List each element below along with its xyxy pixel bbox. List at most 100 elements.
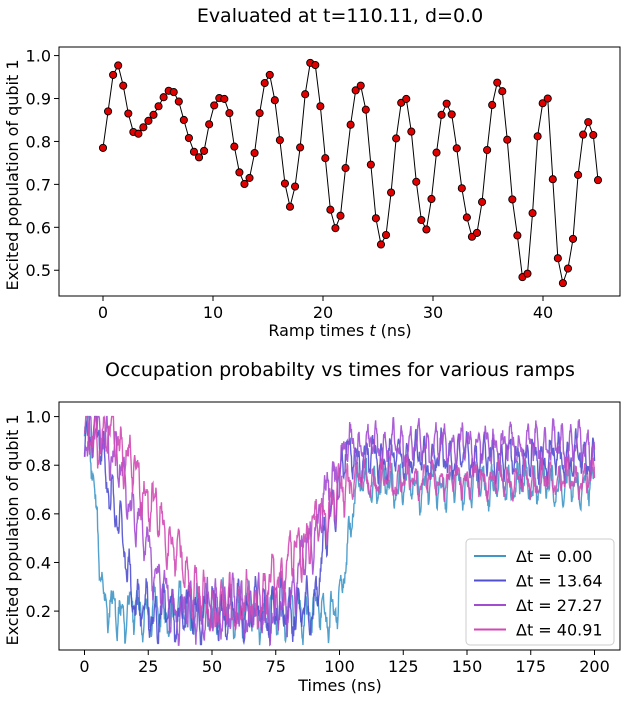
data-point — [407, 127, 416, 136]
data-point — [432, 148, 441, 157]
chart-2: Occupation probabilty vs times for vario… — [3, 359, 621, 695]
y-tick-label: 0.4 — [26, 553, 51, 572]
y-tick-label: 0.2 — [26, 602, 51, 621]
data-point — [366, 160, 375, 169]
x-tick-label: 0 — [79, 657, 89, 676]
x-tick-label: 20 — [313, 303, 333, 322]
data-point — [483, 145, 492, 155]
x-tick-label: 30 — [423, 303, 443, 322]
y-tick-label: 0.6 — [26, 218, 51, 237]
x-tick-label: 0 — [98, 303, 108, 322]
y-tick-label: 1.0 — [26, 408, 51, 427]
data-point — [402, 94, 411, 103]
data-point — [563, 264, 573, 273]
y-tick-label: 0.7 — [26, 175, 51, 194]
x-tick-label: 75 — [266, 657, 286, 676]
data-point — [417, 215, 426, 225]
data-point — [260, 79, 269, 88]
data-point — [154, 102, 163, 111]
data-point — [478, 197, 487, 207]
data-point — [189, 147, 199, 156]
data-point — [255, 109, 264, 118]
data-point — [104, 107, 113, 116]
data-point — [568, 234, 578, 243]
data-point — [139, 123, 148, 132]
data-point — [558, 279, 567, 288]
data-point — [119, 81, 128, 90]
data-point — [250, 148, 259, 158]
data-point — [346, 120, 355, 129]
data-point — [159, 93, 168, 102]
data-point — [184, 133, 193, 143]
legend-label: Δt = 0.00 — [516, 547, 592, 566]
x-tick-label: 10 — [203, 303, 223, 322]
data-point — [351, 86, 360, 95]
data-point — [508, 195, 517, 204]
data-point — [285, 202, 295, 211]
chart-2-y-axis-label: Excited population of qubit 1 — [3, 414, 22, 645]
legend-box — [465, 538, 615, 646]
chart-2-plot-area — [83, 415, 596, 647]
data-point — [543, 94, 552, 103]
data-point — [109, 70, 118, 79]
data-point — [589, 130, 598, 140]
x-tick-label: 40 — [533, 303, 553, 322]
data-point — [341, 164, 350, 173]
data-point — [392, 134, 401, 143]
y-tick-label: 0.6 — [26, 505, 51, 524]
data-point — [538, 99, 547, 108]
data-point — [326, 205, 335, 214]
x-tick-label: 100 — [324, 657, 355, 676]
data-point — [533, 132, 542, 141]
y-tick-label: 0.8 — [26, 456, 51, 475]
chart-1-frame — [58, 46, 621, 297]
data-point — [427, 194, 436, 204]
data-point — [371, 214, 380, 223]
data-point — [114, 61, 123, 70]
data-point — [321, 154, 330, 163]
data-point — [493, 78, 502, 87]
data-point — [331, 224, 340, 233]
chart-2-frame — [58, 401, 621, 651]
data-point — [280, 179, 289, 188]
legend-label: Δt = 40.91 — [516, 621, 603, 640]
chart-2-title: Occupation probabilty vs times for vario… — [105, 359, 575, 381]
data-point — [488, 100, 497, 110]
data-point — [584, 118, 593, 127]
data-point — [462, 213, 471, 222]
data-point — [422, 225, 431, 234]
chart-1-y-axis-label: Excited population of qubit 1 — [3, 59, 22, 290]
chart-2-legend: Δt = 0.00 Δt = 13.64 Δt = 27.27 Δt = 40.91 — [465, 538, 615, 646]
data-point — [265, 70, 274, 79]
data-point — [210, 101, 219, 110]
chart-2-x-axis-label: Times (ns) — [297, 676, 382, 695]
data-point — [194, 153, 204, 162]
x-tick-label: 200 — [579, 657, 610, 676]
data-point — [361, 105, 370, 114]
y-tick-label: 0.8 — [26, 132, 51, 151]
data-point — [275, 136, 284, 145]
data-point — [513, 231, 522, 240]
data-point — [452, 144, 461, 153]
data-point — [291, 182, 300, 191]
data-point — [144, 116, 153, 125]
data-point — [134, 129, 143, 138]
data-point — [523, 269, 532, 278]
chart-1-plot-area — [98, 58, 603, 288]
data-point — [376, 240, 386, 249]
y-tick-label: 0.5 — [26, 261, 51, 280]
data-point — [179, 115, 188, 125]
data-point — [553, 254, 562, 263]
chart-1: Evaluated at t=110.11, d=0.0 Excited pop… — [3, 5, 621, 340]
data-point — [503, 135, 512, 144]
data-point — [296, 143, 305, 152]
data-point — [230, 142, 239, 151]
data-point — [169, 88, 178, 97]
data-point — [498, 87, 507, 96]
data-point — [98, 143, 108, 152]
legend-label: Δt = 27.27 — [516, 596, 603, 615]
data-point — [472, 228, 482, 237]
chart-1-x-axis-label: Ramp times t (ns) — [268, 321, 411, 340]
data-point — [437, 110, 446, 119]
